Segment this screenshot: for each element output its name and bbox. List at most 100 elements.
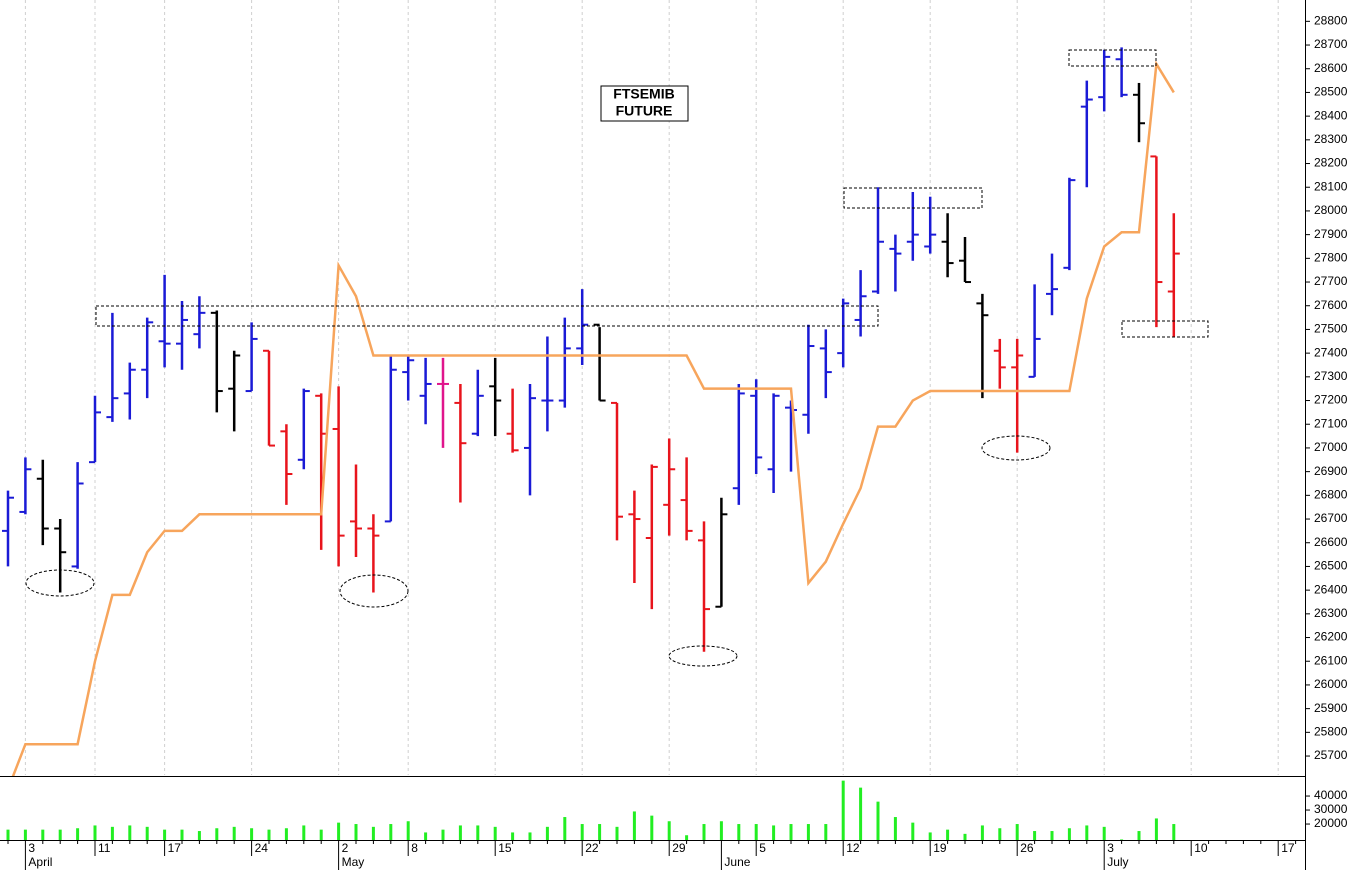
y-tick-label: 26000	[1314, 677, 1348, 691]
volume-bar	[528, 832, 532, 840]
y-tick-label: 27100	[1314, 416, 1348, 430]
volume-bar	[389, 824, 393, 840]
volume-bar	[719, 821, 723, 840]
volume-bar	[598, 824, 602, 840]
y-tick-label: 28400	[1314, 108, 1348, 122]
volume-bar	[110, 826, 114, 840]
y-tick-label: 28000	[1314, 203, 1348, 217]
volume-bar	[319, 829, 323, 840]
low-marker	[981, 435, 1051, 461]
y-tick-label: 26300	[1314, 606, 1348, 620]
volume-bar	[737, 824, 741, 840]
volume-tick-label: 40000	[1314, 788, 1348, 802]
volume-bar	[1120, 839, 1124, 840]
volume-bar	[93, 825, 97, 840]
x-tick-label: 8	[411, 841, 418, 855]
volume-bar	[232, 826, 236, 840]
volume-bar	[1067, 828, 1071, 840]
volume-bar	[1154, 818, 1158, 840]
month-label: April	[28, 855, 52, 869]
x-tick-label: 12	[846, 841, 860, 855]
volume-bar	[1085, 825, 1089, 840]
volume-bar	[41, 829, 45, 840]
volume-bar	[406, 821, 410, 840]
month-label: June	[724, 855, 750, 869]
volume-bar	[754, 824, 758, 840]
volume-bar	[250, 828, 254, 840]
volume-bar	[458, 825, 462, 840]
volume-bar	[511, 832, 515, 840]
volume-bar	[632, 811, 636, 840]
y-tick-label: 27200	[1314, 393, 1348, 407]
low-marker	[339, 574, 409, 608]
volume-bar	[197, 831, 201, 840]
y-tick-label: 28200	[1314, 156, 1348, 170]
volume-bar	[824, 824, 828, 840]
chart-title: FTSEMIB	[613, 86, 674, 102]
volume-bar	[980, 825, 984, 840]
volume-bar	[180, 829, 184, 840]
volume-bar	[354, 824, 358, 840]
annotations	[25, 49, 1209, 667]
y-tick-label: 26200	[1314, 630, 1348, 644]
volume-bar	[23, 829, 27, 840]
x-tick-label: 10	[1194, 841, 1208, 855]
volume-bar	[998, 828, 1002, 840]
y-tick-label: 27700	[1314, 274, 1348, 288]
y-tick-label: 25700	[1314, 748, 1348, 762]
volume-bar	[476, 825, 480, 840]
volume-bar	[893, 817, 897, 840]
volume-bar	[1015, 824, 1019, 840]
x-tick-label: 15	[498, 841, 512, 855]
y-tick-label: 28500	[1314, 85, 1348, 99]
volume-bar	[859, 787, 863, 840]
volume-tick-label: 30000	[1314, 802, 1348, 816]
y-tick-label: 28700	[1314, 37, 1348, 51]
volume-bar	[145, 826, 149, 840]
chart-subtitle: FUTURE	[616, 103, 673, 119]
low-marker	[25, 569, 95, 597]
x-tick-label: 2	[342, 841, 349, 855]
volume-bar	[1137, 831, 1141, 840]
volume-bar	[963, 833, 967, 840]
y-tick-label: 26800	[1314, 488, 1348, 502]
x-tick-label: 19	[933, 841, 947, 855]
volume-bar	[337, 822, 341, 840]
x-tick-label: 17	[1281, 841, 1295, 855]
y-tick-label: 26700	[1314, 511, 1348, 525]
volume-bar	[876, 801, 880, 840]
volume-bar	[650, 815, 654, 840]
volume-bar	[946, 829, 950, 840]
volume-bar	[58, 829, 62, 840]
volume-bar	[563, 817, 567, 840]
x-tick-label: 26	[1020, 841, 1034, 855]
month-label: July	[1107, 855, 1128, 869]
volume-bar	[580, 824, 584, 840]
volume-bar	[667, 821, 671, 840]
volume-bar	[128, 825, 132, 840]
y-tick-label: 28100	[1314, 179, 1348, 193]
y-tick-label: 28300	[1314, 132, 1348, 146]
y-tick-label: 27400	[1314, 345, 1348, 359]
volume-bar	[267, 829, 271, 840]
y-tick-label: 27800	[1314, 251, 1348, 265]
x-tick-label: 29	[672, 841, 686, 855]
y-tick-label: 25900	[1314, 701, 1348, 715]
volume-bar	[928, 832, 932, 840]
volume-bar	[371, 826, 375, 840]
x-tick-label: 5	[759, 841, 766, 855]
volume-bar	[76, 828, 80, 840]
y-tick-label: 27500	[1314, 322, 1348, 336]
y-tick-label: 27900	[1314, 227, 1348, 241]
y-tick-label: 28600	[1314, 61, 1348, 75]
resistance-box	[1068, 49, 1157, 67]
volume-bar	[615, 826, 619, 840]
volume-bar	[1050, 831, 1054, 840]
y-tick-label: 27300	[1314, 369, 1348, 383]
indicator-line	[11, 60, 1175, 776]
volume-bar	[215, 828, 219, 840]
low-marker	[668, 645, 738, 667]
y-tick-label: 26400	[1314, 582, 1348, 596]
